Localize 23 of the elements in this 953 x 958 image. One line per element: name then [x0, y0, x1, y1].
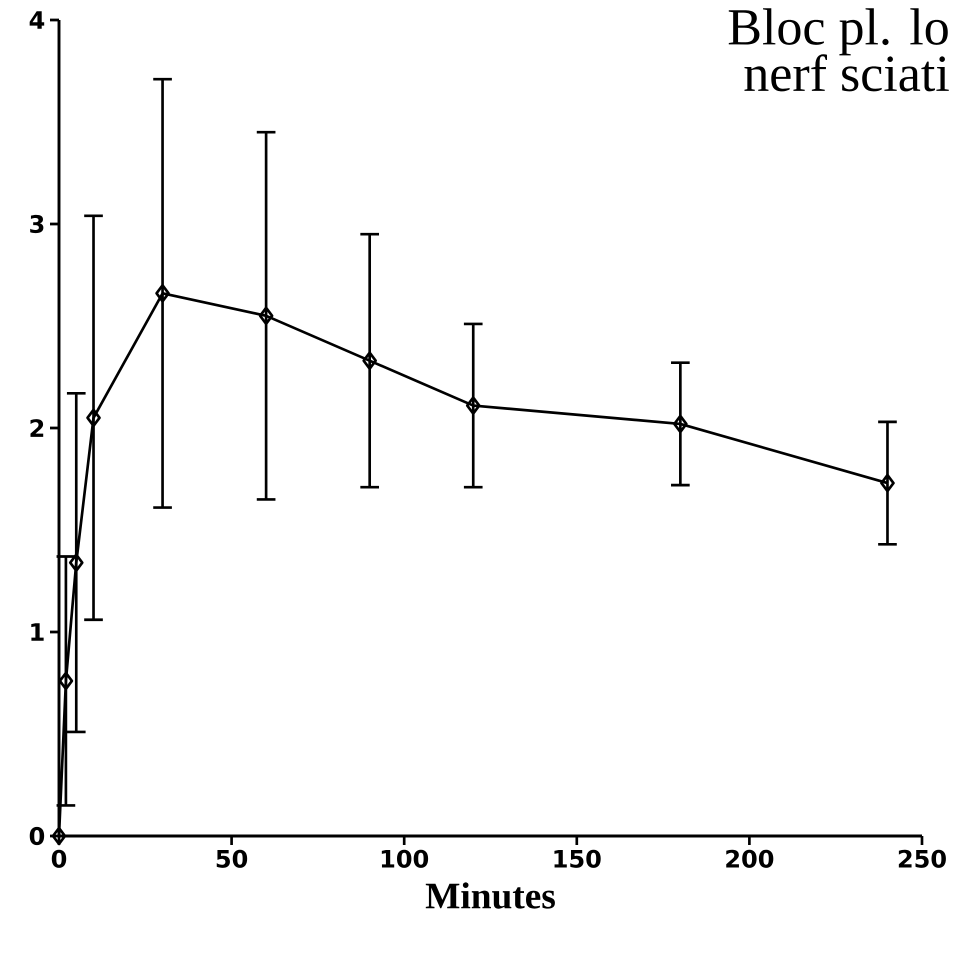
point [258, 306, 274, 326]
x-axis-title: Minutes [426, 882, 555, 909]
x-tick-label: 0 [52, 850, 66, 868]
point [673, 414, 688, 434]
point [466, 396, 481, 415]
x-tick-label: 150 [554, 850, 601, 868]
x-tick-label: 200 [726, 850, 774, 868]
y-tick-label: 3 [30, 214, 44, 234]
y-tick-label: 0 [30, 826, 44, 846]
point [155, 284, 170, 303]
x-tick-label: 50 [216, 850, 248, 868]
point [362, 351, 378, 370]
point [58, 672, 74, 690]
x-tick-label: 250 [898, 850, 946, 868]
y-tick-label: 4 [30, 11, 44, 29]
annotation: Bloc pl. lo [728, 8, 948, 56]
annotation: nerf sciati [744, 54, 949, 92]
y-tick-label: 2 [30, 419, 44, 437]
x-tick-label: 100 [382, 850, 428, 868]
point [880, 474, 895, 492]
point [86, 408, 101, 428]
y-tick-label: 1 [31, 623, 44, 641]
point [52, 826, 66, 846]
